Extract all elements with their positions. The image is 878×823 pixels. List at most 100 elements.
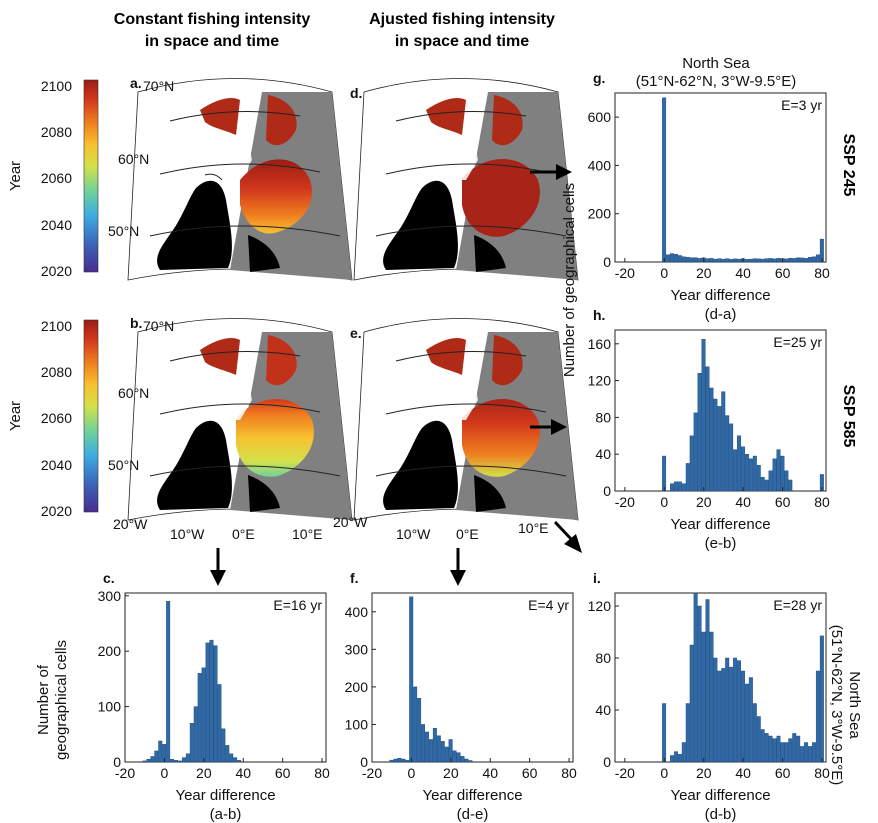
- map-land: [248, 475, 280, 512]
- histogram-bar: [444, 746, 449, 763]
- x-axis-sublabel: (d-a): [705, 306, 737, 323]
- x-axis-sublabel: (e-b): [705, 535, 737, 552]
- x-tick-label: 40: [735, 494, 751, 510]
- y-tick-label: 0: [603, 483, 611, 499]
- map-land: [383, 420, 458, 510]
- y-tick-label: 400: [588, 157, 612, 173]
- y-tick-label: 160: [588, 336, 612, 352]
- x-tick-label: 80: [561, 765, 577, 781]
- histogram-bar: [721, 668, 726, 763]
- histogram-bar: [685, 256, 690, 263]
- histogram-bar: [666, 254, 671, 263]
- x-tick-label: 80: [814, 265, 830, 281]
- map-land: [474, 235, 506, 272]
- histogram-bar: [158, 740, 163, 763]
- x-tick-label: 80: [314, 765, 330, 781]
- map-gridline: [395, 111, 527, 122]
- map-fishing-fill: [200, 338, 240, 375]
- x-tick-label: 20: [696, 494, 712, 510]
- histogram-bar: [760, 477, 765, 492]
- x-tick-label: -20: [615, 494, 635, 510]
- x-tick-label: 0: [660, 265, 668, 281]
- histogram-bar: [709, 631, 714, 763]
- y-tick-label: 0: [603, 754, 611, 770]
- ssp585-label: SSP 585: [840, 385, 857, 448]
- map-land: [383, 180, 458, 270]
- x-tick-label: -20: [615, 765, 635, 781]
- histogram-bar: [689, 257, 694, 263]
- histogram-bar: [217, 684, 222, 763]
- histogram-bar: [744, 454, 749, 492]
- lat-label: 50°N: [108, 223, 139, 239]
- histogram-bar: [681, 483, 686, 492]
- histogram-bar: [804, 742, 809, 763]
- histogram-bar: [772, 258, 777, 263]
- histogram-bar: [693, 592, 698, 763]
- histogram-bar: [717, 406, 722, 492]
- y-tick-label: 200: [98, 643, 122, 659]
- histogram-bar: [405, 759, 410, 763]
- histogram-bar: [677, 754, 682, 763]
- x-tick-label: 0: [660, 765, 668, 781]
- x-axis-label: Year difference: [670, 787, 770, 804]
- colorbar-tick: 2020: [41, 263, 72, 279]
- histogram-bar: [811, 256, 816, 263]
- colorbar-tick: 2020: [41, 503, 72, 519]
- map-gridline: [385, 163, 547, 175]
- lat-label: 60°N: [118, 385, 149, 401]
- colorbar-tick: 2040: [41, 457, 72, 473]
- map-land: [157, 180, 232, 270]
- histogram-bar: [748, 458, 753, 492]
- histogram-bar: [705, 366, 710, 492]
- header-col1-line2: in space and time: [145, 33, 279, 50]
- y-tick-label: 300: [345, 641, 369, 657]
- map-gridline: [169, 111, 301, 122]
- histogram-bar: [784, 470, 789, 492]
- plot-frame: [124, 592, 327, 763]
- histogram-bar: [413, 686, 418, 763]
- histogram-bar: [729, 259, 734, 263]
- colorbar-tick: 2040: [41, 217, 72, 233]
- lon-label: 10°E: [518, 520, 549, 536]
- x-axis-sublabel: (a-b): [210, 806, 242, 823]
- histogram-bar: [764, 479, 769, 492]
- histogram-bar: [705, 599, 710, 763]
- histogram-bar: [662, 97, 667, 263]
- colorbar-gradient: [83, 319, 99, 513]
- arrow-diagonal-icon: [553, 520, 582, 553]
- histogram-bar: [701, 631, 706, 763]
- y-tick-label: 120: [588, 598, 612, 614]
- histogram-bar: [756, 258, 761, 263]
- histogram-bar: [800, 257, 805, 263]
- x-tick-label: 20: [696, 265, 712, 281]
- panel-letter: b.: [130, 315, 142, 331]
- histogram-bar: [776, 735, 781, 763]
- histogram-bar: [737, 660, 742, 763]
- panel-letter: g.: [593, 70, 605, 86]
- histogram-bar: [205, 642, 210, 763]
- y-tick-label: 100: [98, 699, 122, 715]
- y-tick-label: 0: [603, 254, 611, 270]
- map-land: [474, 475, 506, 512]
- histogram-bar: [670, 253, 674, 263]
- y-tick-label: 0: [360, 754, 368, 770]
- lon-label: 0°E: [456, 526, 479, 542]
- histogram-bar: [764, 258, 769, 263]
- histogram-bar: [409, 596, 414, 763]
- histogram-bar: [677, 481, 682, 492]
- arrow-down-icon: [210, 548, 226, 586]
- histogram-bar: [468, 760, 473, 763]
- histogram-bar: [788, 738, 793, 763]
- histogram-bar: [733, 657, 738, 763]
- histogram-bar: [432, 728, 437, 763]
- histogram-bar: [815, 670, 820, 763]
- map-gridline: [375, 225, 567, 237]
- map-land: [157, 420, 232, 510]
- map-gridline: [395, 351, 527, 362]
- x-axis-sublabel: (d-e): [457, 806, 489, 823]
- histogram-bar: [721, 391, 726, 492]
- histogram-bar: [146, 759, 151, 763]
- x-axis-label: Year difference: [422, 787, 522, 804]
- lat-label: 60°N: [118, 151, 149, 167]
